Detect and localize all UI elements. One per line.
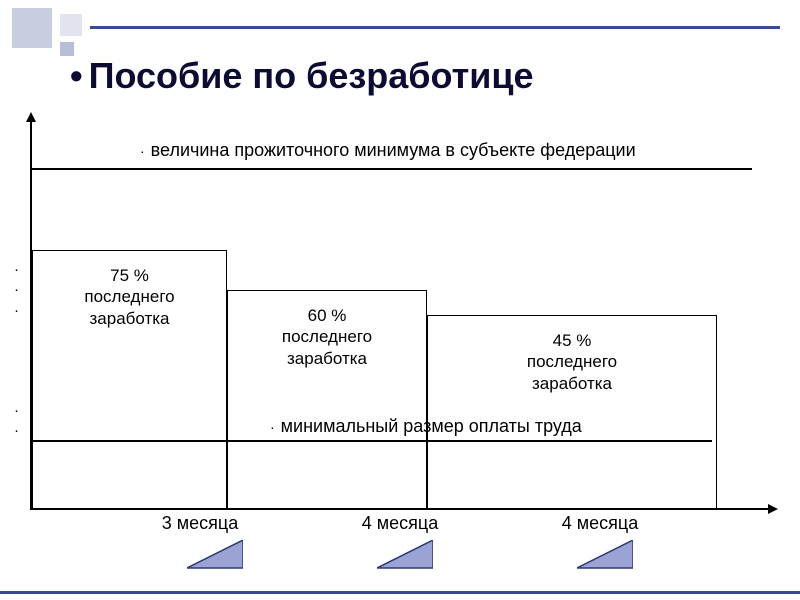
bar-label: 75 %последнегозаработка	[33, 265, 226, 329]
bar-label: 60 %последнегозаработка	[228, 305, 426, 369]
bar: 60 %последнегозаработка	[227, 290, 427, 510]
y-axis-arrow-icon	[26, 112, 36, 122]
ref-line-label: ·величина прожиточного минимума в субъек…	[140, 140, 636, 161]
page-title: •Пособие по безработице	[70, 55, 534, 97]
bar-label: 45 %последнегозаработка	[428, 330, 716, 394]
bar: 75 %последнегозаработка	[32, 250, 227, 510]
triangle-marker-icon	[377, 540, 433, 577]
x-axis-label: 4 месяца	[350, 513, 450, 534]
x-axis-label: 3 месяца	[150, 513, 250, 534]
decor-header-line	[90, 26, 780, 29]
unemployment-chart: · · · · · ·величина прожиточного минимум…	[30, 120, 770, 530]
x-axis-arrow-icon	[768, 504, 778, 514]
triangle-marker-icon	[577, 540, 633, 577]
decor-square-medium	[60, 14, 82, 36]
decor-square-small	[60, 42, 74, 56]
bar: 45 %последнегозаработка	[427, 315, 717, 510]
ref-line	[32, 168, 752, 170]
title-bullet: •	[70, 55, 83, 96]
title-text: Пособие по безработице	[89, 55, 534, 96]
triangle-marker-icon	[187, 540, 243, 577]
decor-square-large	[12, 8, 52, 48]
decor-footer-line	[0, 591, 800, 594]
slide: •Пособие по безработице · · · · · ·велич…	[0, 0, 800, 600]
y-tick-dots: · · · · ·	[14, 260, 19, 441]
x-axis-label: 4 месяца	[550, 513, 650, 534]
